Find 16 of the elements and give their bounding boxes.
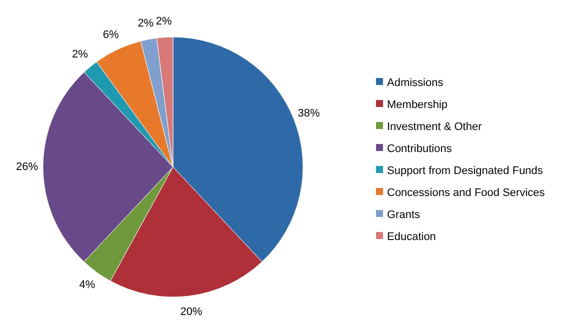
legend-label: Admissions bbox=[387, 77, 444, 89]
data-label: 26% bbox=[16, 161, 38, 173]
data-label: 2% bbox=[156, 15, 172, 28]
data-label: 6% bbox=[102, 28, 119, 41]
data-label: 20% bbox=[180, 306, 203, 318]
legend-label: Concessions and Food Services bbox=[387, 187, 545, 199]
legend-label: Investment & Other bbox=[387, 121, 482, 133]
data-label: 38% bbox=[298, 107, 320, 120]
legend-label: Contributions bbox=[387, 143, 452, 155]
data-label: 2% bbox=[138, 18, 154, 30]
data-label: 2% bbox=[72, 48, 88, 61]
legend-label: Membership bbox=[387, 99, 448, 111]
legend-label: Education bbox=[387, 231, 436, 243]
legend-label: Grants bbox=[387, 209, 420, 221]
data-label: 4% bbox=[79, 279, 96, 292]
legend-label: Support from Designated Funds bbox=[387, 165, 543, 177]
